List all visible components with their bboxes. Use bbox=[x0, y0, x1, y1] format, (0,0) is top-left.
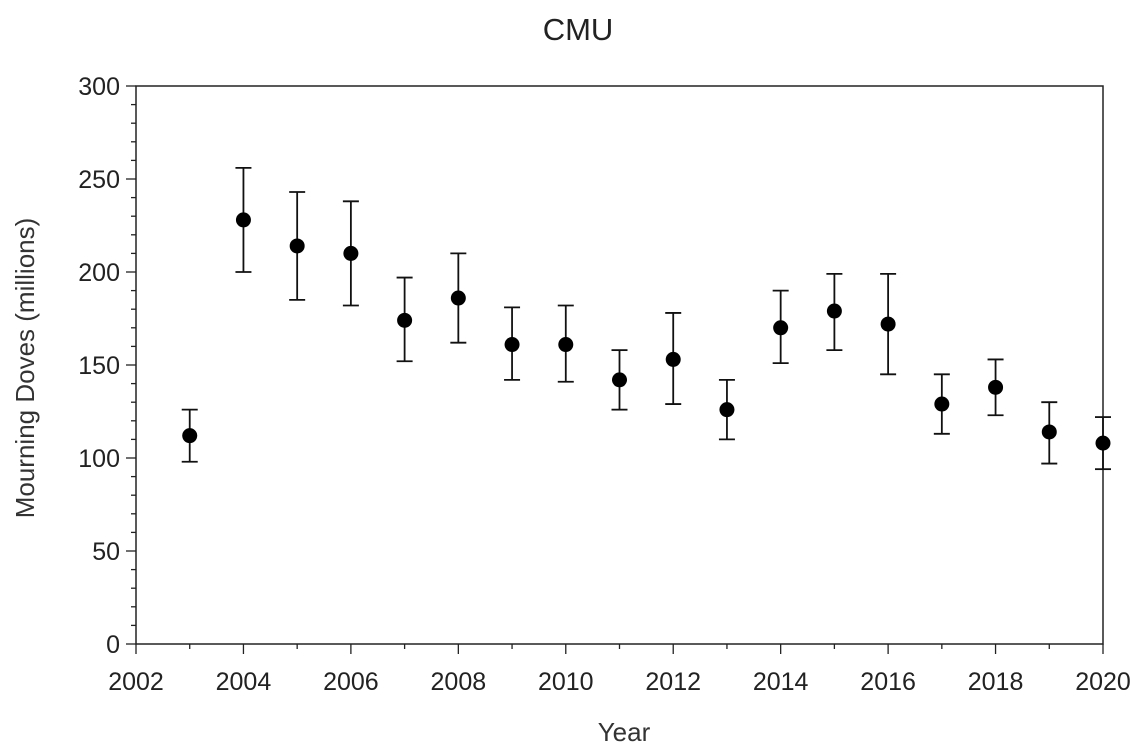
data-point bbox=[612, 372, 627, 388]
data-point bbox=[934, 396, 950, 412]
x-tick-label: 2014 bbox=[753, 668, 809, 696]
data-point bbox=[1095, 435, 1111, 451]
data-point-group bbox=[396, 276, 413, 363]
data-point-group bbox=[1041, 401, 1058, 465]
data-point bbox=[719, 402, 735, 418]
y-tick-label: 250 bbox=[78, 166, 120, 194]
data-point-group bbox=[987, 358, 1004, 417]
data-point-group bbox=[665, 312, 682, 405]
x-tick-label: 2004 bbox=[216, 668, 272, 696]
chart-title: CMU bbox=[543, 12, 614, 47]
data-point-group bbox=[289, 191, 306, 301]
data-point-group bbox=[772, 289, 789, 365]
data-point-group bbox=[880, 272, 897, 376]
x-tick-label: 2020 bbox=[1075, 668, 1131, 696]
y-tick-label: 150 bbox=[78, 352, 120, 380]
x-axis-label: Year bbox=[598, 717, 651, 747]
y-tick-label: 50 bbox=[92, 538, 120, 566]
x-tick-label: 2012 bbox=[645, 668, 701, 696]
data-point-group bbox=[450, 252, 467, 344]
data-point-group bbox=[504, 306, 521, 381]
y-tick-label: 200 bbox=[78, 259, 120, 287]
data-point bbox=[343, 245, 359, 261]
data-point-group bbox=[181, 408, 198, 463]
y-tick-label: 0 bbox=[106, 631, 120, 659]
data-point-group bbox=[235, 166, 252, 273]
data-point bbox=[558, 337, 574, 353]
data-point bbox=[826, 303, 842, 319]
data-point bbox=[1041, 424, 1057, 440]
x-axis: 2002 2004 2006 2008 2010 2012 2014 2016 2018 2020 bbox=[108, 644, 1131, 696]
data-point bbox=[235, 212, 251, 228]
x-tick-label: 2002 bbox=[108, 668, 164, 696]
x-tick-label: 2010 bbox=[538, 668, 594, 696]
data-point-group bbox=[933, 373, 950, 435]
y-tick-label: 300 bbox=[78, 73, 120, 101]
x-tick-label: 2006 bbox=[323, 668, 379, 696]
data-point-group bbox=[342, 200, 359, 307]
data-series bbox=[181, 166, 1111, 471]
data-point-group bbox=[826, 272, 843, 352]
data-point bbox=[397, 312, 413, 328]
data-point bbox=[504, 337, 520, 353]
y-axis: 0 50 100 150 200 250 300 bbox=[78, 73, 136, 659]
data-point bbox=[880, 316, 896, 332]
data-point bbox=[450, 290, 466, 306]
y-tick-label: 100 bbox=[78, 445, 120, 473]
x-tick-label: 2018 bbox=[968, 668, 1024, 696]
x-tick-label: 2008 bbox=[431, 668, 487, 696]
data-point-group bbox=[718, 378, 735, 441]
data-point-group bbox=[611, 349, 628, 411]
data-point bbox=[665, 351, 681, 367]
data-point-group bbox=[1095, 416, 1111, 471]
data-point bbox=[182, 428, 198, 444]
x-tick-label: 2016 bbox=[860, 668, 916, 696]
data-point bbox=[773, 320, 789, 336]
data-point-group bbox=[557, 304, 574, 383]
y-axis-label: Mourning Doves (millions) bbox=[10, 218, 40, 519]
data-point bbox=[988, 379, 1004, 395]
data-point bbox=[289, 238, 305, 254]
